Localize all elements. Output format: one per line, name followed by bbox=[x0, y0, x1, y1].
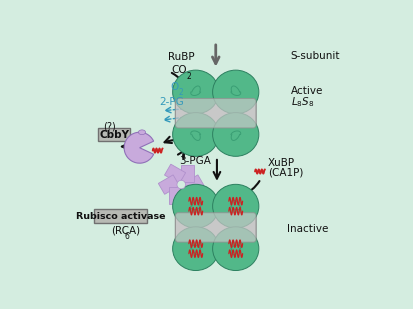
Text: 2-PG: 2-PG bbox=[159, 97, 184, 107]
Polygon shape bbox=[181, 165, 193, 182]
FancyBboxPatch shape bbox=[175, 99, 256, 128]
Text: $L_8S_8$: $L_8S_8$ bbox=[290, 95, 313, 109]
Polygon shape bbox=[176, 186, 197, 205]
Ellipse shape bbox=[172, 227, 218, 270]
Text: CO: CO bbox=[171, 66, 186, 75]
Text: XuBP: XuBP bbox=[268, 158, 294, 168]
Text: 2: 2 bbox=[185, 72, 190, 81]
Polygon shape bbox=[158, 175, 179, 194]
Text: Rubisco activase: Rubisco activase bbox=[76, 211, 165, 221]
FancyBboxPatch shape bbox=[175, 99, 256, 128]
Ellipse shape bbox=[138, 130, 145, 135]
Text: 6: 6 bbox=[124, 232, 129, 241]
Text: (?): (?) bbox=[102, 121, 115, 131]
FancyBboxPatch shape bbox=[98, 129, 130, 141]
FancyBboxPatch shape bbox=[94, 209, 146, 223]
FancyBboxPatch shape bbox=[175, 213, 256, 242]
Ellipse shape bbox=[212, 70, 258, 114]
Ellipse shape bbox=[172, 112, 218, 156]
Text: Active: Active bbox=[290, 86, 322, 95]
Ellipse shape bbox=[172, 184, 218, 228]
FancyBboxPatch shape bbox=[175, 213, 256, 242]
Text: S-subunit: S-subunit bbox=[290, 51, 339, 61]
Ellipse shape bbox=[212, 227, 258, 270]
Wedge shape bbox=[124, 132, 153, 163]
Text: Inactive: Inactive bbox=[287, 224, 328, 234]
Text: 2: 2 bbox=[178, 88, 183, 97]
Polygon shape bbox=[164, 164, 185, 184]
Text: CbbY: CbbY bbox=[99, 130, 129, 140]
Text: (CA1P): (CA1P) bbox=[268, 168, 303, 178]
Circle shape bbox=[176, 180, 185, 189]
Polygon shape bbox=[183, 175, 204, 194]
Text: RuBP: RuBP bbox=[168, 52, 194, 62]
Ellipse shape bbox=[212, 184, 258, 228]
Ellipse shape bbox=[172, 70, 218, 114]
Text: O: O bbox=[170, 82, 178, 91]
Text: 3-PGA: 3-PGA bbox=[179, 156, 211, 166]
Text: (RCA): (RCA) bbox=[111, 225, 140, 235]
Ellipse shape bbox=[212, 112, 258, 156]
Polygon shape bbox=[169, 187, 181, 204]
